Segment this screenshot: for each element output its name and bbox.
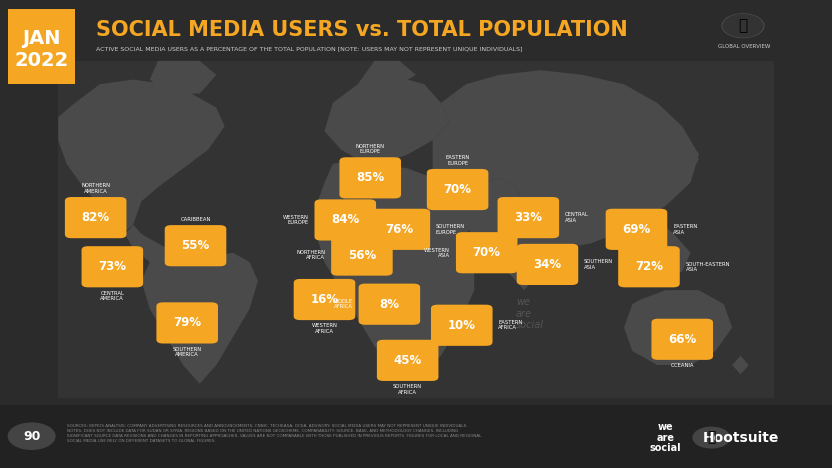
Text: NORTHERN
AFRICA: NORTHERN AFRICA <box>296 250 325 260</box>
Text: JAN
2022: JAN 2022 <box>14 29 69 70</box>
Circle shape <box>693 427 730 448</box>
FancyBboxPatch shape <box>8 9 75 84</box>
Text: 73%: 73% <box>98 260 126 273</box>
Circle shape <box>8 423 55 449</box>
FancyBboxPatch shape <box>369 209 430 250</box>
Polygon shape <box>499 206 557 290</box>
Text: EASTERN
ASIA: EASTERN ASIA <box>673 224 697 234</box>
Text: 🌍: 🌍 <box>739 18 747 33</box>
Text: CARIBBEAN: CARIBBEAN <box>181 217 210 222</box>
Polygon shape <box>341 103 358 122</box>
FancyBboxPatch shape <box>377 340 438 381</box>
Text: 70%: 70% <box>443 183 472 196</box>
Text: 69%: 69% <box>622 223 651 236</box>
Polygon shape <box>624 290 732 365</box>
Text: SOUTH-EASTERN
ASIA: SOUTH-EASTERN ASIA <box>686 262 730 272</box>
FancyBboxPatch shape <box>456 232 518 273</box>
FancyBboxPatch shape <box>651 319 713 360</box>
Text: 16%: 16% <box>310 293 339 306</box>
Text: SOUTHERN
EUROPE: SOUTHERN EUROPE <box>436 224 465 234</box>
FancyBboxPatch shape <box>156 302 218 344</box>
Text: 70%: 70% <box>473 246 501 259</box>
FancyBboxPatch shape <box>359 284 420 325</box>
Polygon shape <box>324 75 449 164</box>
Text: we
are
social: we are social <box>650 422 681 453</box>
Text: 8%: 8% <box>379 298 399 311</box>
Polygon shape <box>58 80 225 239</box>
Text: ACTIVE SOCIAL MEDIA USERS AS A PERCENTAGE OF THE TOTAL POPULATION [NOTE: USERS M: ACTIVE SOCIAL MEDIA USERS AS A PERCENTAG… <box>96 47 522 51</box>
Polygon shape <box>732 356 749 374</box>
Text: 82%: 82% <box>82 211 110 224</box>
FancyBboxPatch shape <box>339 157 401 198</box>
Text: MIDDLE
AFRICA: MIDDLE AFRICA <box>333 299 353 309</box>
Circle shape <box>722 14 764 37</box>
Circle shape <box>723 15 763 37</box>
Polygon shape <box>125 225 183 267</box>
Text: OCEANIA: OCEANIA <box>671 363 694 368</box>
Text: 55%: 55% <box>181 239 210 252</box>
Text: 90: 90 <box>23 430 40 443</box>
Text: 10%: 10% <box>448 319 476 332</box>
FancyBboxPatch shape <box>65 197 126 238</box>
Polygon shape <box>150 61 216 94</box>
Text: SOUTHERN
AMERICA: SOUTHERN AMERICA <box>172 347 202 357</box>
Text: EASTERN
EUROPE: EASTERN EUROPE <box>445 155 470 166</box>
FancyBboxPatch shape <box>58 61 774 398</box>
Polygon shape <box>358 61 416 94</box>
Text: 72%: 72% <box>635 260 663 273</box>
Polygon shape <box>682 150 699 173</box>
Text: WESTERN
AFRICA: WESTERN AFRICA <box>311 323 338 334</box>
Text: EASTERN
AFRICA: EASTERN AFRICA <box>498 320 522 330</box>
Polygon shape <box>632 220 691 281</box>
Text: NORTHERN
AMERICA: NORTHERN AMERICA <box>82 183 110 194</box>
FancyBboxPatch shape <box>331 234 393 276</box>
Text: SOUTHERN
AFRICA: SOUTHERN AFRICA <box>393 384 423 395</box>
Text: SOURCES: KEPIOS ANALYSIS; COMPANY ADVERTISING RESOURCES AND ANNOUNCEMENTS; CNNIC: SOURCES: KEPIOS ANALYSIS; COMPANY ADVERT… <box>67 424 481 443</box>
FancyBboxPatch shape <box>618 246 680 287</box>
Text: 76%: 76% <box>385 223 414 236</box>
Text: GLOBAL OVERVIEW: GLOBAL OVERVIEW <box>719 44 770 49</box>
Text: SOCIAL MEDIA USERS vs. TOTAL POPULATION: SOCIAL MEDIA USERS vs. TOTAL POPULATION <box>96 21 627 40</box>
FancyBboxPatch shape <box>165 225 226 266</box>
Text: 45%: 45% <box>394 354 422 367</box>
Text: 66%: 66% <box>668 333 696 346</box>
Text: CENTRAL
ASIA: CENTRAL ASIA <box>565 212 589 223</box>
Text: 56%: 56% <box>348 249 376 262</box>
Text: SOUTHERN
ASIA: SOUTHERN ASIA <box>584 259 613 270</box>
FancyBboxPatch shape <box>517 244 578 285</box>
Polygon shape <box>449 178 524 234</box>
Text: NORTHERN
EUROPE: NORTHERN EUROPE <box>356 144 384 154</box>
FancyBboxPatch shape <box>431 305 493 346</box>
Text: 85%: 85% <box>356 171 384 184</box>
FancyBboxPatch shape <box>294 279 355 320</box>
FancyBboxPatch shape <box>82 246 143 287</box>
Text: 🦉: 🦉 <box>707 431 716 445</box>
Text: we
are
social: we are social <box>516 297 544 330</box>
Text: 79%: 79% <box>173 316 201 329</box>
Polygon shape <box>141 253 258 384</box>
Text: 33%: 33% <box>514 211 542 224</box>
FancyBboxPatch shape <box>606 209 667 250</box>
Text: CENTRAL
AMERICA: CENTRAL AMERICA <box>101 291 124 301</box>
FancyBboxPatch shape <box>498 197 559 238</box>
Text: 84%: 84% <box>331 213 359 227</box>
Text: WESTERN
EUROPE: WESTERN EUROPE <box>283 215 309 225</box>
Text: Hootsuite: Hootsuite <box>702 431 779 445</box>
FancyBboxPatch shape <box>314 199 376 241</box>
FancyBboxPatch shape <box>0 405 832 468</box>
FancyBboxPatch shape <box>427 169 488 210</box>
Polygon shape <box>433 70 699 248</box>
Text: 34%: 34% <box>533 258 562 271</box>
Text: WESTERN
ASIA: WESTERN ASIA <box>424 248 450 258</box>
Polygon shape <box>316 159 474 374</box>
